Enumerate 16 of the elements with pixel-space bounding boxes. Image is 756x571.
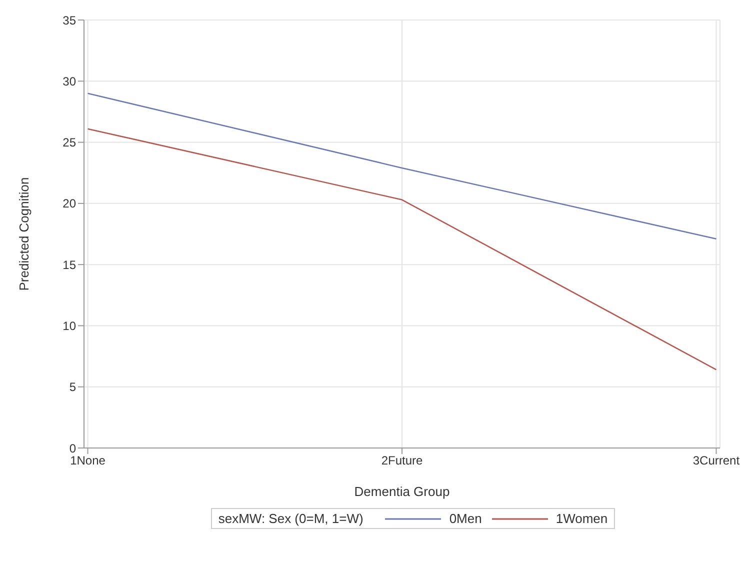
legend-label: 1Women <box>556 511 608 526</box>
y-tick-label: 0 <box>69 441 76 456</box>
y-tick-label: 20 <box>62 196 76 211</box>
legend-title: sexMW: Sex (0=M, 1=W) <box>218 511 364 526</box>
x-tick-label: 3Current <box>692 454 740 468</box>
x-tick-label: 2Future <box>381 454 423 468</box>
y-tick-label: 5 <box>69 380 76 394</box>
y-tick-label: 15 <box>62 258 76 272</box>
y-tick-label: 25 <box>62 136 76 150</box>
y-axis-title: Predicted Cognition <box>16 177 32 291</box>
y-tick-label: 30 <box>62 74 76 88</box>
x-tick-label: 1None <box>70 454 106 468</box>
y-tick-label: 35 <box>62 13 76 28</box>
x-axis-title: Dementia Group <box>354 484 450 499</box>
legend-label: 0Men <box>449 511 482 526</box>
y-tick-label: 10 <box>62 318 76 333</box>
